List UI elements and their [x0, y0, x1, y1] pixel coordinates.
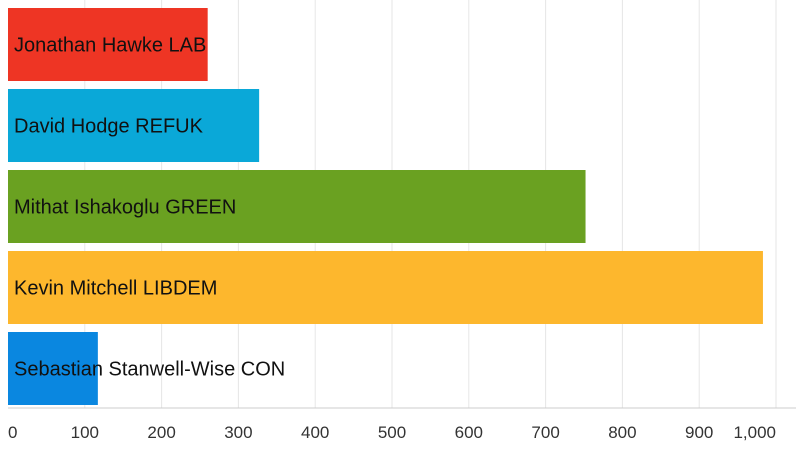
bar-label: Mithat Ishakoglu GREEN: [14, 197, 236, 219]
x-tick-label: 400: [301, 423, 329, 442]
bar: [8, 170, 586, 243]
x-tick-label: 900: [685, 423, 713, 442]
x-tick-label: 1,000: [733, 423, 776, 442]
bar-label: David Hodge REFUK: [14, 116, 204, 138]
x-tick-label: 700: [531, 423, 559, 442]
x-tick-label: 600: [455, 423, 483, 442]
bar-labels: Jonathan Hawke LAB David Hodge REFUK Mitha…: [14, 35, 285, 381]
x-axis-ticks: 0 100 200 300 400 500 600 700 800 900 1,000: [8, 423, 776, 442]
x-tick-label: 500: [378, 423, 406, 442]
bar: [8, 332, 98, 405]
bar: [8, 89, 260, 162]
x-tick-label: 300: [224, 423, 252, 442]
bar-label: Jonathan Hawke LAB: [14, 35, 206, 57]
bar: [8, 8, 208, 81]
bar-label: Sebastian Stanwell-Wise CON: [14, 359, 285, 381]
x-tick-label: 0: [8, 423, 17, 442]
bar-label: Kevin Mitchell LIBDEM: [14, 278, 217, 300]
x-tick-label: 100: [71, 423, 99, 442]
x-tick-label: 800: [608, 423, 636, 442]
x-tick-label: 200: [147, 423, 175, 442]
bar: [8, 251, 763, 324]
bars: [8, 8, 763, 405]
